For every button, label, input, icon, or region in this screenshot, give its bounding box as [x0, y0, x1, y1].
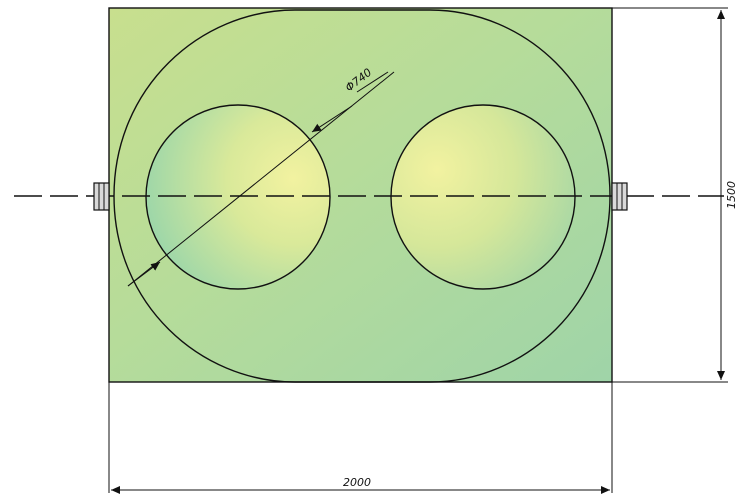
outer-obround [113, 9, 611, 383]
height-dimension: 1500 [612, 7, 737, 383]
width-dimension: 2000 [108, 382, 613, 494]
right-lug [611, 182, 628, 211]
left-lug [93, 182, 110, 211]
height-label: 1500 [725, 181, 737, 209]
right-opening [390, 104, 576, 290]
width-label: 2000 [343, 476, 371, 489]
